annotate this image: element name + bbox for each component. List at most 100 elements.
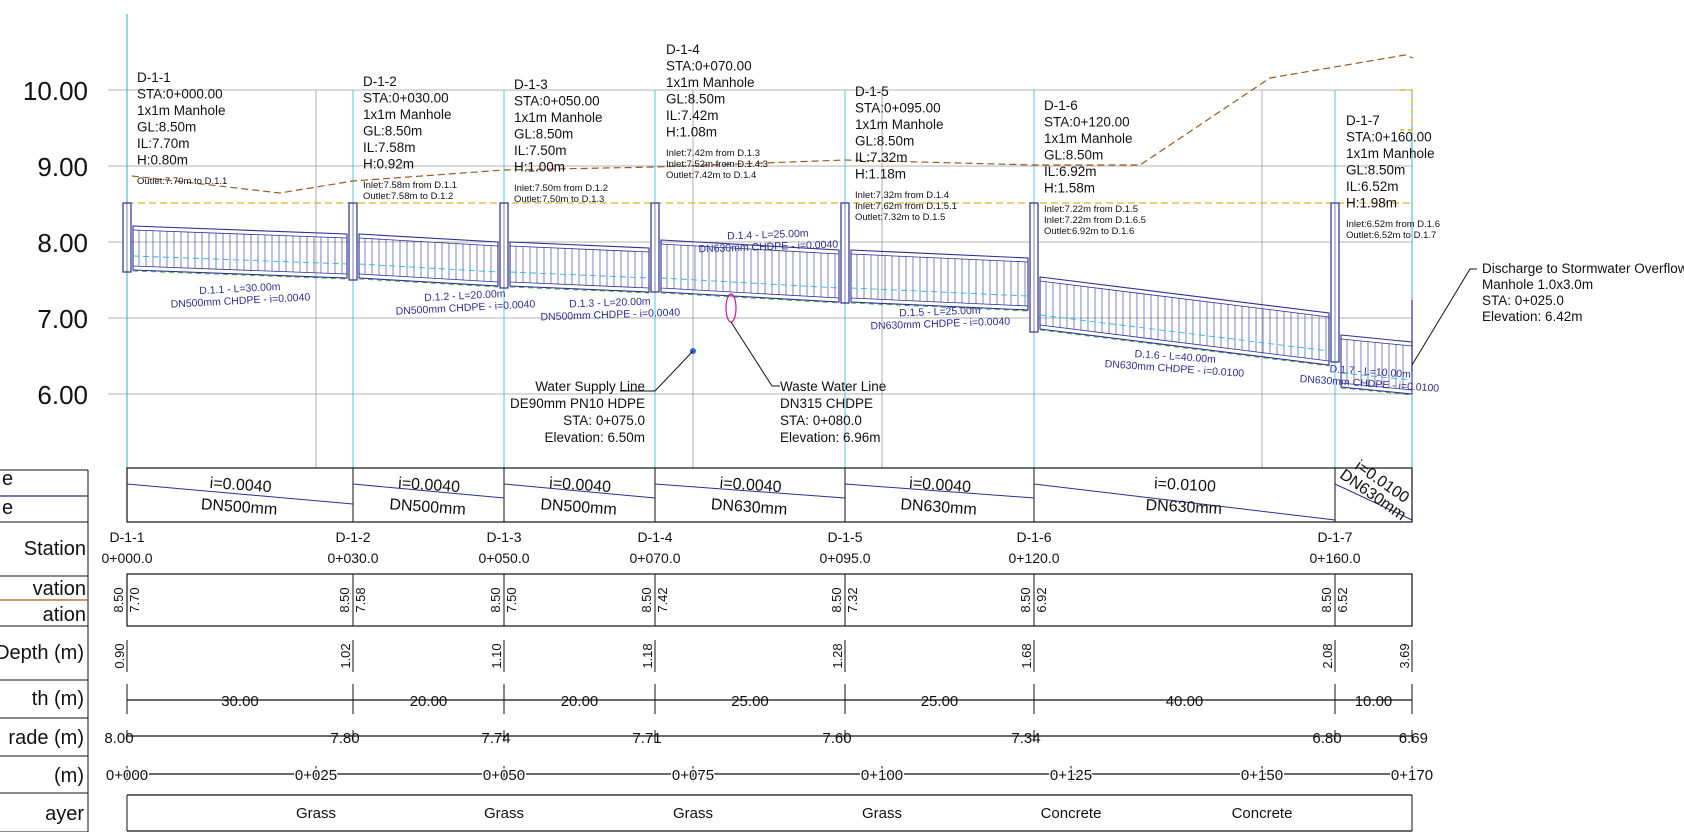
invert-elevation-cell: 6.52 (1335, 587, 1350, 612)
bedding-line (132, 270, 348, 280)
invert-elevation-value: 7.42 (655, 587, 670, 612)
manhole-label-line: H:1.58m (1044, 181, 1095, 196)
manhole-label-line: 1x1m Manhole (855, 117, 944, 132)
water-level (1039, 314, 1330, 352)
manholes (122, 202, 1413, 372)
ground-elevation-value: 8.50 (829, 587, 844, 612)
invert-elevation-value: 7.32 (845, 587, 860, 612)
length-value: 30.00 (221, 693, 259, 710)
ground-elevation-value: 8.50 (1319, 587, 1334, 612)
invert-elevation-cell: 7.58 (353, 587, 368, 612)
chainage-value: 0+170 (1391, 767, 1433, 784)
station-id: D-1-1 (109, 529, 144, 545)
water-supply-text: DE90mm PN10 HDPE (510, 396, 645, 411)
water-supply-text: STA: 0+075.0 (563, 413, 645, 428)
pipe-inner-top (1039, 280, 1330, 318)
manhole-note-line: Outlet:7.32m to D.1.5 (855, 212, 945, 223)
manhole-label-line: GL:8.50m (1044, 148, 1103, 163)
depth-value: 1.10 (489, 643, 504, 668)
manhole-label-line: STA:0+050.00 (514, 94, 600, 109)
discharge-text: Manhole 1.0x3.0m (1482, 277, 1593, 292)
manhole-note-line: Inlet:7.42m from D.1.3 (666, 148, 760, 159)
ground-elevation-value: 8.50 (337, 587, 352, 612)
pipe-dn-text: DN630mm (710, 496, 787, 518)
manhole-label-line: D-1-5 (855, 84, 889, 99)
depth-value: 2.08 (1320, 643, 1335, 668)
manhole-label-line: IL:7.70m (137, 136, 190, 151)
station-chainage: 0+095.0 (820, 550, 871, 566)
manhole-label-line: IL:7.50m (514, 143, 567, 158)
ground-elevation-value: 8.50 (639, 587, 654, 612)
pipe-dn-text: DN500mm (200, 496, 277, 518)
manhole-label-line: IL:7.32m (855, 150, 908, 165)
utility-callouts: Water Supply Line DE90mm PN10 HDPE STA: 0+… (510, 261, 1684, 445)
station-chainage: 0+030.0 (328, 550, 379, 566)
ground-elevation-cell: 8.50 (639, 587, 654, 612)
manhole-label-line: D-1-7 (1346, 113, 1380, 128)
ground-elevation-value: 8.50 (488, 587, 503, 612)
ground-elevation-cell: 8.50 (111, 587, 126, 612)
pipe-inner-top (358, 237, 499, 247)
row-label-layer: ayer (45, 803, 84, 825)
pipe-inner-top (132, 229, 348, 239)
chainage-value: 0+125 (1050, 767, 1092, 784)
pipe-inner-bottom (509, 281, 650, 289)
pipe-segment (850, 249, 1029, 311)
chainage-value: 0+025 (295, 767, 337, 784)
manhole-label-line: D-1-1 (137, 70, 171, 85)
chainage-value: 0+075 (672, 767, 714, 784)
grade-value: 6.69 (1399, 730, 1428, 747)
slope-line (1334, 483, 1413, 521)
slope-text: i=0.0040 (398, 475, 461, 496)
chainage-value: 0+100 (861, 767, 903, 784)
manhole-note-line: Inlet:7.22m from D.1.5 (1044, 204, 1138, 215)
bedding-line (1340, 387, 1413, 396)
pipe-inner-bottom (850, 297, 1029, 307)
ground-elevation-cell: 8.50 (337, 587, 352, 612)
manhole-note-line: Outlet:7.42m to D.1.4 (666, 170, 756, 181)
manhole-note-line: Inlet:7.62m from D.1.5.1 (855, 201, 957, 212)
chainage-value: 0+050 (483, 767, 525, 784)
depth-value: 1.68 (1019, 643, 1034, 668)
manhole-label-line: H:1.00m (514, 160, 565, 175)
pipe-segment (509, 241, 650, 293)
grade-value: 6.80 (1312, 730, 1341, 747)
station-chainage: 0+050.0 (479, 550, 530, 566)
slope-text: i=0.0040 (209, 475, 272, 496)
discharge-text: Discharge to Stormwater Overflow (1482, 261, 1684, 276)
profile-table: ee Station vation ation Depth (m) th (m) rade … (0, 457, 1435, 832)
length-value: 40.00 (1166, 693, 1204, 710)
manhole-label-line: IL:7.58m (363, 140, 416, 155)
manhole-label-line: H:0.80m (137, 153, 188, 168)
station-id: D-1-3 (486, 529, 521, 545)
station-id: D-1-2 (335, 529, 370, 545)
water-level (132, 255, 348, 265)
water-level (1340, 372, 1413, 381)
water-level (850, 287, 1029, 297)
slope-text: i=0.0040 (719, 475, 782, 496)
length-value: 10.00 (1355, 693, 1393, 710)
waste-water-text: Waste Water Line (780, 379, 886, 394)
elevation-axis: 10.00 9.00 8.00 7.00 6.00 (23, 76, 88, 410)
station-chainage: 0+070.0 (630, 550, 681, 566)
manhole-label-line: STA:0+070.00 (666, 59, 752, 74)
manhole-note-line: Inlet:7.32m from D.1.4 (855, 190, 949, 201)
depth-cell: 1.28 (830, 643, 845, 668)
manhole-label-line: 1x1m Manhole (363, 107, 452, 122)
water-supply-text: Water Supply Line (535, 379, 645, 394)
grade-value: 7.34 (1011, 730, 1040, 747)
invert-elevation-value: 6.92 (1034, 587, 1049, 612)
pipe-inner-top (660, 243, 840, 255)
bedding-line (850, 302, 1029, 312)
manhole-label-line: D-1-3 (514, 77, 548, 92)
slope-line (1033, 483, 1336, 521)
manhole-label-line: GL:8.50m (666, 92, 725, 107)
row-label-grade: rade (m) (8, 727, 84, 749)
